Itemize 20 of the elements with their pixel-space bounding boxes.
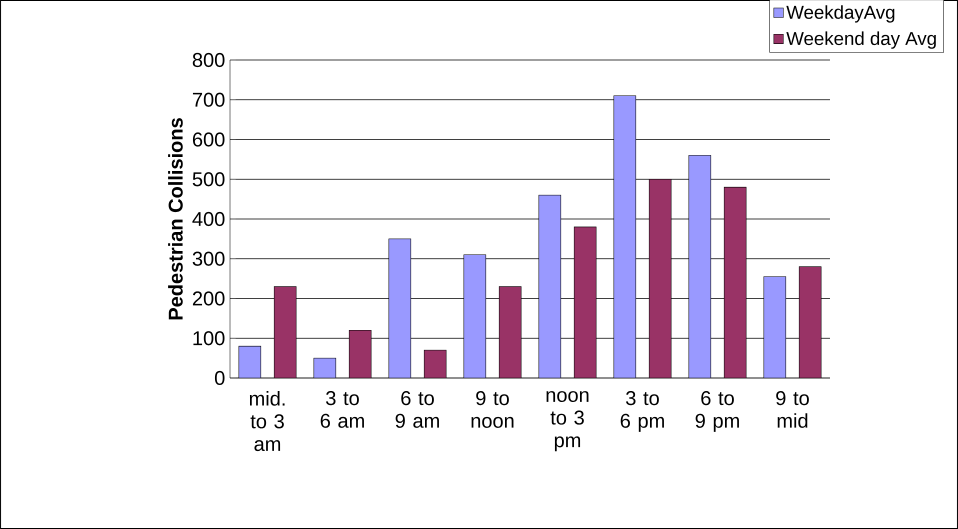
y-tick-label: 600: [192, 132, 224, 147]
x-tick-label: noon to 3 pm: [546, 391, 588, 452]
y-tick-label: 200: [192, 291, 224, 306]
y-tick-label: 700: [192, 92, 224, 107]
x-tick-label: 9 to mid: [776, 391, 809, 428]
y-tick-label: 300: [192, 252, 224, 266]
y-tick-label: 500: [192, 172, 224, 186]
y-tick-label: 800: [192, 52, 224, 68]
y-axis-title: Pedestrian Collisions: [168, 118, 183, 320]
x-tick-label: 3 to 6 am: [320, 391, 364, 428]
x-tick-label: 6 to 9 am: [396, 391, 439, 428]
x-tick-label: 6 to 9 pm: [696, 391, 739, 432]
y-tick-label: 100: [193, 331, 224, 346]
legend-label: Weekend day Avg: [786, 31, 936, 49]
x-tick-label: 9 to noon: [472, 391, 514, 428]
x-tick-label: mid. to 3 am: [250, 391, 285, 452]
y-tick-label: 400: [192, 212, 224, 226]
legend-label: WeekdayAvg: [786, 5, 894, 23]
y-tick-label: 0: [214, 370, 225, 386]
x-tick-label: 3 to 6 pm: [620, 391, 664, 432]
